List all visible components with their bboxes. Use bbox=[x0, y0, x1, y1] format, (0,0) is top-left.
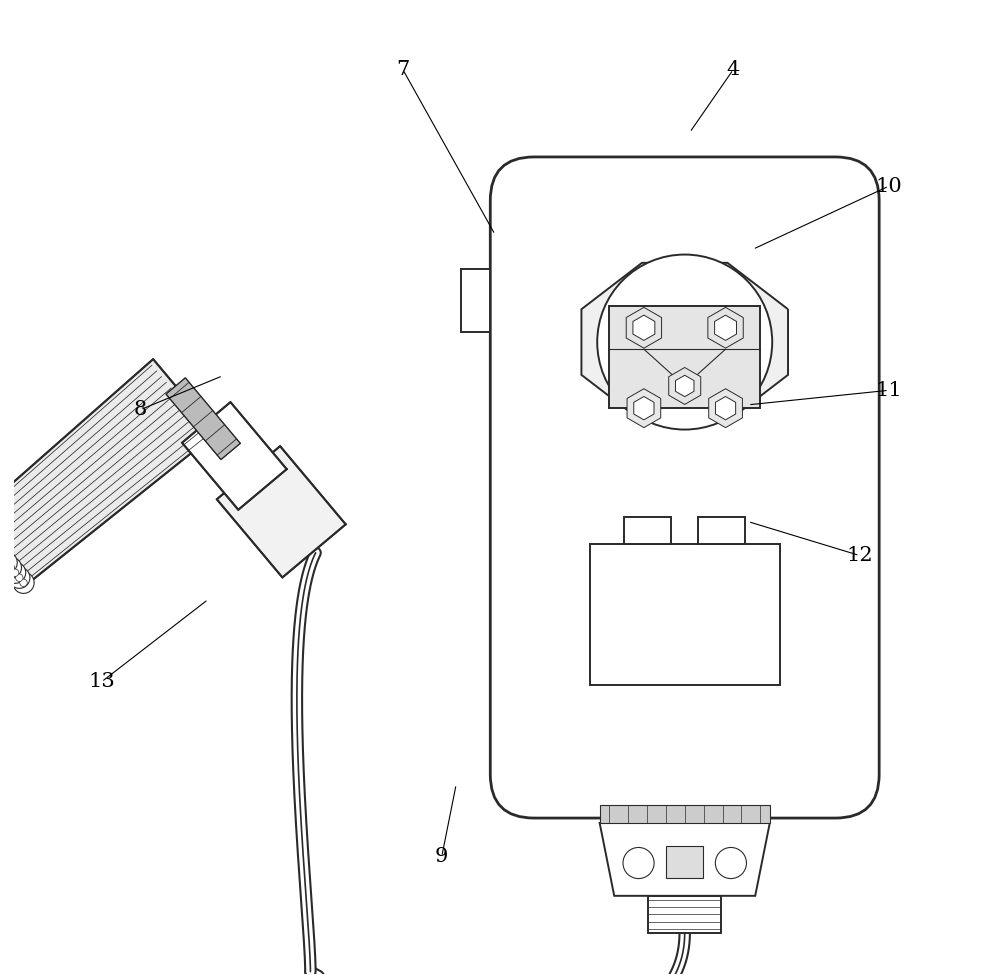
Polygon shape bbox=[715, 397, 736, 420]
Polygon shape bbox=[0, 557, 22, 578]
Circle shape bbox=[0, 554, 6, 562]
Polygon shape bbox=[709, 389, 742, 428]
Bar bbox=[666, 846, 703, 878]
Circle shape bbox=[16, 574, 23, 581]
Circle shape bbox=[20, 579, 27, 587]
Polygon shape bbox=[217, 447, 346, 577]
Text: 11: 11 bbox=[876, 381, 902, 400]
Text: 10: 10 bbox=[876, 176, 902, 196]
Polygon shape bbox=[13, 572, 34, 594]
Circle shape bbox=[597, 254, 772, 430]
Polygon shape bbox=[708, 307, 743, 348]
Polygon shape bbox=[675, 375, 694, 397]
Text: 9: 9 bbox=[435, 847, 448, 867]
Text: 8: 8 bbox=[134, 400, 147, 419]
FancyBboxPatch shape bbox=[490, 157, 879, 818]
Polygon shape bbox=[0, 537, 5, 559]
Bar bbox=[461, 269, 490, 332]
Polygon shape bbox=[669, 368, 701, 405]
Circle shape bbox=[0, 549, 2, 557]
Polygon shape bbox=[626, 307, 662, 348]
Polygon shape bbox=[0, 542, 9, 564]
Circle shape bbox=[7, 564, 15, 571]
Text: 12: 12 bbox=[846, 546, 873, 565]
Bar bbox=[698, 518, 745, 544]
Circle shape bbox=[11, 569, 19, 576]
Text: 4: 4 bbox=[727, 59, 740, 79]
Circle shape bbox=[623, 847, 654, 878]
Polygon shape bbox=[627, 389, 661, 428]
Polygon shape bbox=[600, 823, 770, 896]
Bar bbox=[590, 544, 780, 684]
Polygon shape bbox=[0, 359, 216, 585]
Bar bbox=[600, 805, 770, 823]
Polygon shape bbox=[0, 552, 17, 573]
Polygon shape bbox=[4, 562, 26, 583]
Polygon shape bbox=[633, 315, 655, 340]
Circle shape bbox=[3, 559, 10, 566]
Polygon shape bbox=[166, 378, 240, 459]
Circle shape bbox=[715, 847, 746, 878]
Bar bbox=[624, 518, 671, 544]
Polygon shape bbox=[9, 567, 30, 589]
Bar bbox=[609, 306, 760, 409]
Polygon shape bbox=[182, 402, 287, 510]
Polygon shape bbox=[581, 263, 788, 421]
Text: 13: 13 bbox=[88, 673, 115, 691]
Polygon shape bbox=[634, 397, 654, 420]
Text: 7: 7 bbox=[396, 59, 409, 79]
Bar bbox=[648, 896, 721, 933]
Polygon shape bbox=[0, 547, 13, 568]
Polygon shape bbox=[715, 315, 737, 340]
